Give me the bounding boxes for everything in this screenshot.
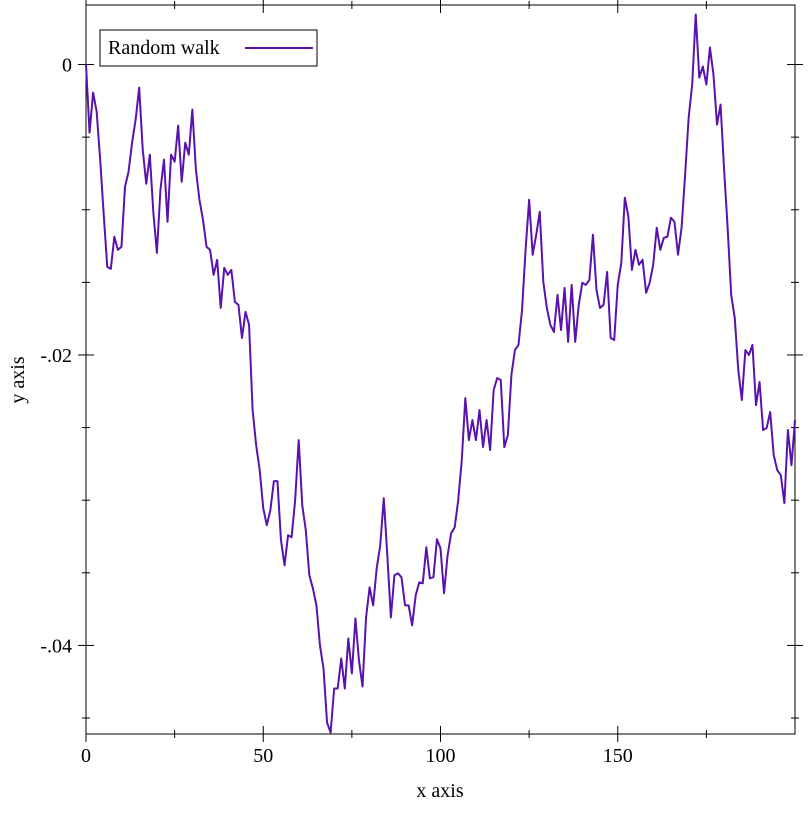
x-tick-label: 150 (603, 745, 633, 767)
y-tick-label: -.04 (40, 635, 72, 657)
x-tick-label: 0 (81, 745, 91, 767)
legend-label: Random walk (108, 37, 220, 59)
line-series (85, 13, 796, 734)
y-axis-label: y axis (7, 356, 29, 403)
x-axis-label: x axis (416, 780, 463, 802)
x-tick-label: 100 (426, 745, 456, 767)
y-tick-label: 0 (62, 55, 72, 77)
x-tick-label: 50 (253, 745, 273, 767)
y-tick-label: -.02 (40, 345, 72, 367)
